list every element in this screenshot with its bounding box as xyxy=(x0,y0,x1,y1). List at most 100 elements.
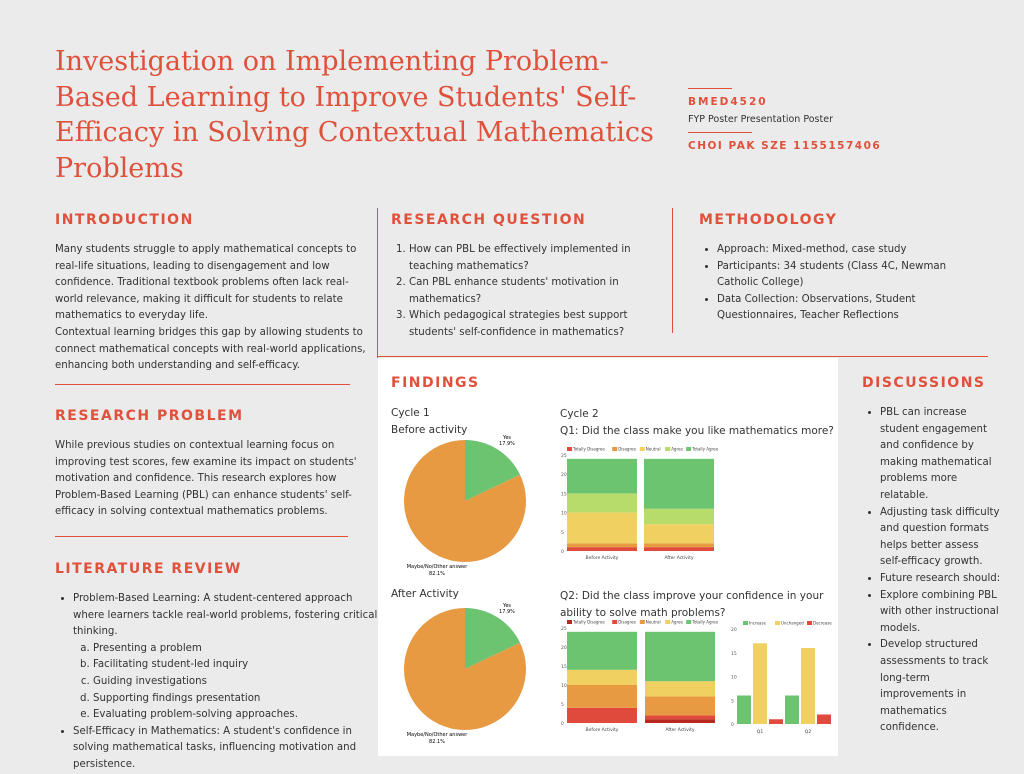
legend-label: Increase xyxy=(749,621,766,626)
introduction-section: INTRODUCTION Many students struggle to a… xyxy=(55,212,375,375)
y-tick-label: 10 xyxy=(731,675,737,681)
pie-value-label: 82.1% xyxy=(429,739,445,745)
divider xyxy=(378,356,988,357)
list-item: Can PBL enhance students' motivation in … xyxy=(409,275,671,308)
legend-swatch xyxy=(807,621,812,625)
pie-value-label: 17.9% xyxy=(499,441,515,447)
y-tick-label: 25 xyxy=(561,453,567,459)
x-tick-label: Before Activity xyxy=(586,727,619,733)
legend-label: Neutral xyxy=(646,447,661,452)
y-tick-label: 15 xyxy=(731,651,737,657)
bar-segment xyxy=(645,681,715,697)
legend-label: Disagree xyxy=(618,447,636,452)
y-tick-label: 10 xyxy=(561,511,567,517)
y-tick-label: 20 xyxy=(561,472,567,478)
list-item: Approach: Mixed-method, case study xyxy=(717,242,989,259)
methodology-heading: METHODOLOGY xyxy=(699,212,838,228)
y-tick-label: 10 xyxy=(561,683,567,689)
course-code: BMED4520 xyxy=(688,96,768,108)
methodology-section: METHODOLOGY Approach: Mixed-method, case… xyxy=(699,212,989,325)
y-tick-label: 5 xyxy=(561,530,564,536)
legend-label: Decrease xyxy=(813,621,832,626)
legend-swatch xyxy=(567,447,572,451)
bar-segment xyxy=(567,631,637,670)
divider xyxy=(672,208,673,333)
list-item-text: Problem-Based Learning: A student-center… xyxy=(73,593,378,638)
pie-label: Yes xyxy=(502,435,511,441)
list-item: Adjusting task difficulty and question f… xyxy=(880,505,1002,571)
bar-segment xyxy=(645,719,715,723)
bar-segment xyxy=(644,458,714,509)
literature-review-heading: LITERATURE REVIEW xyxy=(55,561,242,577)
bar xyxy=(737,695,751,724)
bar xyxy=(817,714,831,724)
legend-swatch xyxy=(686,620,692,624)
q1-title: Q1: Did the class make you like mathemat… xyxy=(560,425,834,437)
bar-segment xyxy=(567,685,637,708)
pie-slice xyxy=(403,440,526,562)
list-item: Which pedagogical strategies best suppor… xyxy=(409,308,671,341)
y-tick-label: 20 xyxy=(731,627,737,633)
legend-label: Agree xyxy=(671,447,683,452)
legend-label: Totally Disagree xyxy=(572,620,605,625)
y-tick-label: 20 xyxy=(561,645,567,651)
bar xyxy=(769,719,783,724)
bar xyxy=(801,648,815,724)
legend-label: Totally Disagree xyxy=(572,447,605,452)
list-item: Evaluating problem-solving approaches. xyxy=(93,707,380,724)
legend-label: Totally Agree xyxy=(691,447,718,452)
list-item: Supporting findings presentation xyxy=(93,691,380,708)
legend-swatch xyxy=(743,621,748,625)
legend-swatch xyxy=(665,447,671,451)
y-tick-label: 5 xyxy=(561,702,564,708)
list-item: Facilitating student-led inquiry xyxy=(93,657,380,674)
list-item: Self-Efficacy in Mathematics: A student'… xyxy=(73,724,380,774)
bar-segment xyxy=(645,715,715,720)
bar-segment xyxy=(645,696,715,716)
y-tick-label: 15 xyxy=(561,664,567,670)
research-problem-text: While previous studies on contextual lea… xyxy=(55,440,357,518)
legend-swatch xyxy=(686,447,692,451)
bar-segment xyxy=(644,543,714,548)
legend-label: Disagree xyxy=(618,620,636,625)
poster-title: Investigation on Implementing Problem-Ba… xyxy=(55,46,654,184)
legend-swatch xyxy=(612,447,618,451)
bar-segment xyxy=(567,458,637,494)
legend-swatch xyxy=(639,447,645,451)
x-tick-label: Q1 xyxy=(757,729,764,735)
pie-slice xyxy=(465,440,521,501)
cycle2-label: Cycle 2 xyxy=(560,408,599,420)
introduction-text: Contextual learning bridges this gap by … xyxy=(55,326,366,372)
legend-label: Unchanged xyxy=(781,621,804,626)
y-tick-label: 15 xyxy=(561,491,567,497)
divider xyxy=(377,208,378,358)
legend-swatch xyxy=(612,620,618,624)
pie-value-label: 17.9% xyxy=(499,609,515,615)
cycle1-label: Cycle 1 xyxy=(391,407,430,419)
list-item: PBL can increase student engagement and … xyxy=(880,405,1002,505)
divider xyxy=(55,384,350,385)
y-tick-label: 0 xyxy=(561,721,564,727)
bar-segment xyxy=(567,493,637,513)
research-problem-heading: RESEARCH PROBLEM xyxy=(55,408,244,424)
discussions-heading: DISCUSSIONS xyxy=(862,375,986,391)
bar-segment xyxy=(644,547,714,551)
list-item: Guiding investigations xyxy=(93,674,380,691)
divider xyxy=(55,536,348,537)
bar-segment xyxy=(567,512,637,544)
subtitle: FYP Poster Presentation Poster xyxy=(688,114,833,125)
findings-heading: FINDINGS xyxy=(391,375,480,391)
y-tick-label: 5 xyxy=(731,698,734,704)
before-activity-label: Before activity xyxy=(391,424,468,436)
legend-label: Neutral xyxy=(646,620,661,625)
pie-label: Maybe/No/Other answer xyxy=(407,564,469,570)
list-item: Data Collection: Observations, Student Q… xyxy=(717,292,989,325)
research-question-section: RESEARCH QUESTION How can PBL be effecti… xyxy=(391,212,671,342)
pie-slice xyxy=(465,608,521,669)
list-item: Future research should: xyxy=(880,571,1002,588)
list-item: How can PBL be effectively implemented i… xyxy=(409,242,671,275)
bar-segment xyxy=(644,524,714,544)
legend-label: Totally Agree xyxy=(691,620,718,625)
legend-label: Agree xyxy=(671,620,683,625)
x-tick-label: Before Activity xyxy=(586,555,619,561)
